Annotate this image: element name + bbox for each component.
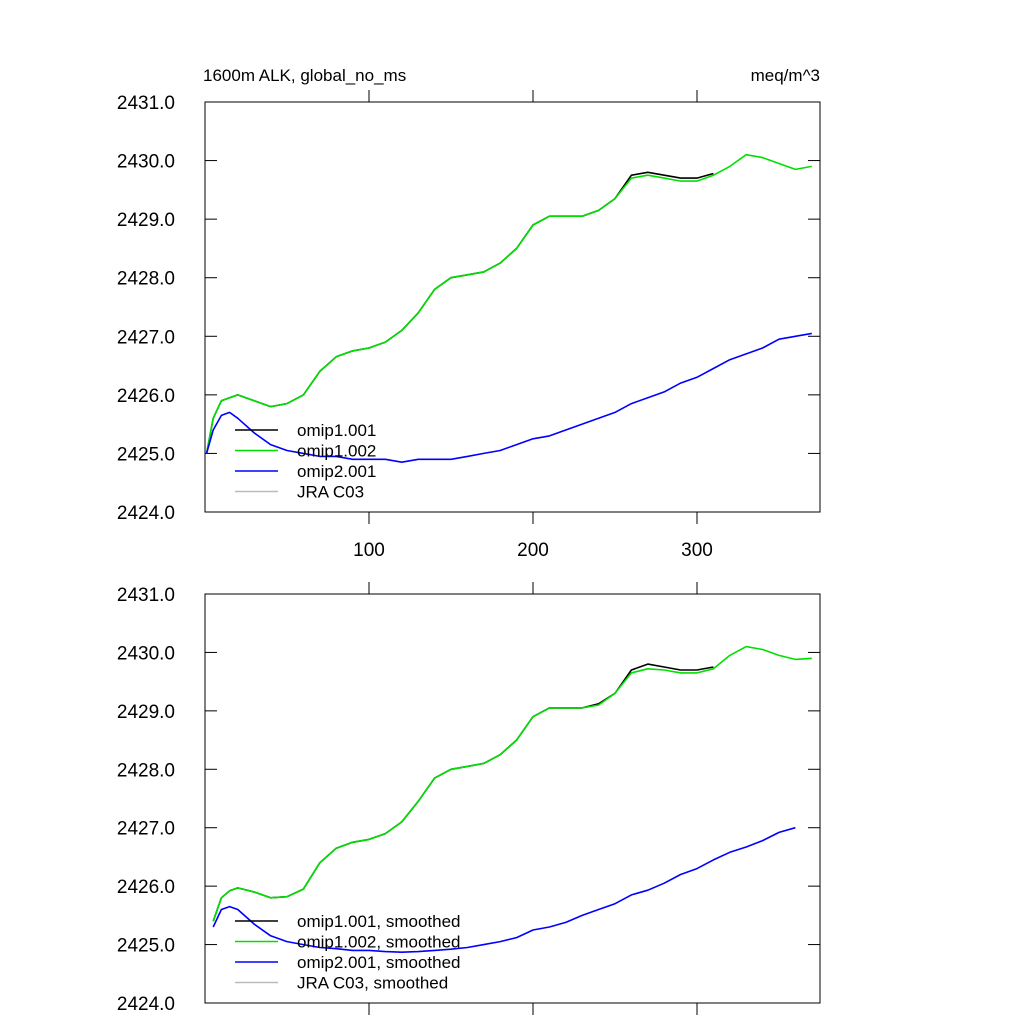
y-tick-label: 2427.0 [117, 327, 175, 348]
chart-title: 1600m ALK, global_no_ms [203, 66, 406, 85]
y-tick-label: 2430.0 [117, 152, 175, 173]
x-tick-label: 300 [681, 540, 713, 561]
y-tick-label: 2426.0 [117, 386, 175, 407]
y-tick-label: 2427.0 [117, 819, 175, 840]
series-line [205, 171, 714, 454]
legend-label: omip1.001 [297, 421, 376, 440]
y-tick-label: 2424.0 [117, 503, 175, 524]
y-tick-label: 2426.0 [117, 877, 175, 898]
y-tick-label: 2430.0 [117, 643, 175, 664]
series-line [205, 153, 812, 454]
series-line [212, 663, 714, 922]
series-line [205, 332, 812, 463]
y-tick-label: 2429.0 [117, 702, 175, 723]
legend-label: omip1.001, smoothed [297, 912, 461, 931]
units-label: meq/m^3 [751, 66, 820, 85]
legend-label: omip2.001, smoothed [297, 953, 461, 972]
y-tick-label: 2431.0 [117, 585, 175, 606]
plot-frame [204, 593, 821, 1004]
series-line [212, 645, 812, 922]
y-tick-label: 2424.0 [117, 994, 175, 1015]
x-tick-label: 100 [353, 540, 385, 561]
legend-label: omip1.002, smoothed [297, 933, 461, 952]
y-tick-label: 2431.0 [117, 93, 175, 114]
x-tick-label: 200 [517, 540, 549, 561]
y-tick-label: 2428.0 [117, 269, 175, 290]
legend-label: JRA C03, smoothed [297, 974, 448, 993]
plot-frame [204, 101, 821, 513]
legend-label: JRA C03 [297, 483, 364, 502]
y-tick-label: 2425.0 [117, 444, 175, 465]
legend-label: omip2.001 [297, 462, 376, 481]
series-line [212, 826, 796, 953]
y-tick-label: 2425.0 [117, 936, 175, 957]
y-tick-label: 2429.0 [117, 210, 175, 231]
y-tick-label: 2428.0 [117, 760, 175, 781]
legend-label: omip1.002 [297, 442, 376, 461]
